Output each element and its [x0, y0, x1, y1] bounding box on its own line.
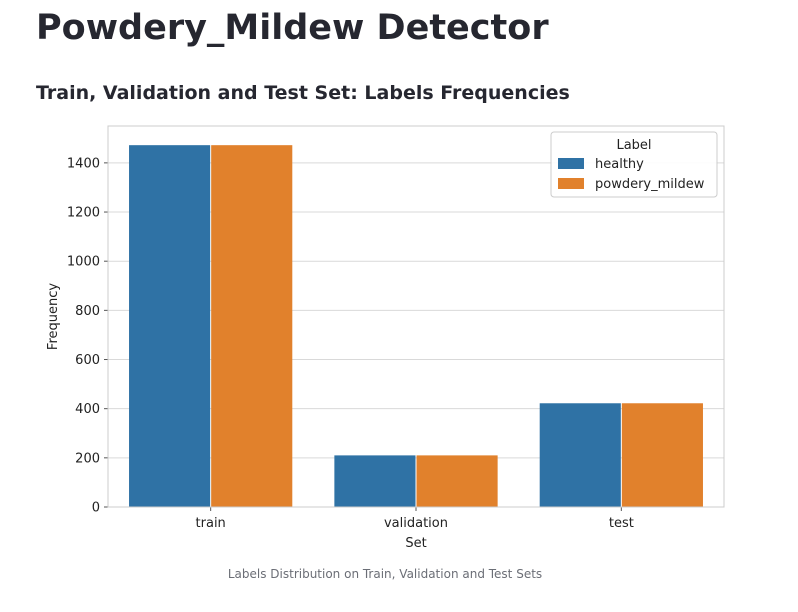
legend-label-powdery_mildew: powdery_mildew	[595, 177, 705, 192]
bar-powdery_mildew-validation	[416, 455, 498, 507]
bar-healthy-validation	[334, 455, 416, 507]
legend-label-healthy: healthy	[595, 157, 644, 172]
y-tick-label: 1000	[67, 255, 100, 270]
legend-swatch-powdery_mildew	[558, 178, 584, 189]
y-tick-label: 1200	[67, 206, 100, 221]
x-axis-label: Set	[405, 536, 426, 551]
page-title: Powdery_Mildew Detector	[36, 8, 549, 48]
x-tick-label: validation	[384, 516, 448, 531]
legend: Label healthy powdery_mildew	[550, 131, 718, 198]
y-tick-label: 0	[92, 501, 100, 516]
bar-powdery_mildew-train	[211, 145, 293, 507]
y-tick-label: 1400	[67, 156, 100, 171]
chart-caption: Labels Distribution on Train, Validation…	[227, 567, 543, 581]
legend-title: Label	[616, 138, 651, 153]
legend-swatch-healthy	[558, 158, 584, 169]
bar-healthy-test	[539, 403, 621, 507]
plot-frame	[107, 125, 725, 508]
chart-container: train validation test 0 200 400 600 800 1000 1200…	[30, 112, 770, 560]
bar-chart: train validation test 0 200 400 600 800 1000 1200…	[46, 125, 725, 551]
x-tick-label: test	[609, 516, 634, 531]
y-tick-label: 800	[75, 304, 100, 319]
bar-powdery_mildew-test	[621, 403, 703, 507]
section-title: Train, Validation and Test Set: Labels F…	[36, 82, 570, 104]
bar-healthy-train	[129, 145, 211, 507]
x-tick-label: train	[196, 516, 226, 531]
y-tick-label: 200	[75, 451, 100, 466]
y-axis-label: Frequency	[46, 283, 61, 350]
legend-box	[550, 131, 718, 198]
y-tick-label: 400	[75, 402, 100, 417]
y-tick-label: 600	[75, 353, 100, 368]
